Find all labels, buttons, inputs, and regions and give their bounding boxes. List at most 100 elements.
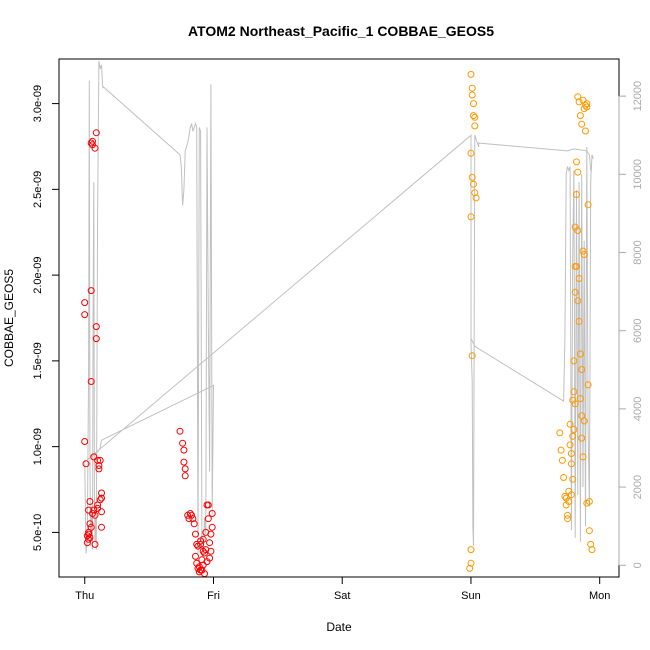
x-tick-label: Fri <box>207 590 220 602</box>
data-point <box>564 511 571 519</box>
data-point <box>206 554 214 562</box>
data-point <box>471 189 479 197</box>
y-right-tick-label: 6000 <box>632 318 644 342</box>
data-point <box>206 539 214 547</box>
data-point <box>89 137 96 145</box>
data-point <box>85 530 93 538</box>
data-point <box>190 520 198 528</box>
y-right-tick-label: 2000 <box>632 475 644 499</box>
data-point <box>467 546 475 554</box>
data-point <box>94 456 102 464</box>
data-point <box>571 288 579 296</box>
data-point <box>204 515 212 523</box>
data-point <box>567 491 575 499</box>
data-point <box>87 139 95 147</box>
data-point <box>181 465 189 473</box>
data-point <box>96 496 104 504</box>
data-point <box>587 540 595 548</box>
y-left-tick-label: 3.0e-09 <box>32 85 44 122</box>
data-point <box>82 460 90 468</box>
data-point <box>86 520 94 528</box>
data-point <box>566 441 574 449</box>
data-point <box>571 400 579 408</box>
data-point <box>573 191 580 198</box>
y-right-tick-label: 4000 <box>632 397 644 421</box>
data-point <box>470 180 477 188</box>
data-point <box>566 420 574 428</box>
data-point <box>181 472 189 480</box>
y-axis-right: 0 2000 4000 6000 8000 10000 12000 <box>618 81 644 568</box>
data-point <box>574 227 582 234</box>
data-point <box>199 547 207 555</box>
data-point <box>90 453 98 461</box>
y-left-tick-label: 2.5e-09 <box>32 171 44 208</box>
data-point <box>570 388 578 396</box>
data-point <box>466 564 474 572</box>
y-axis-label: COBBAE_GEOS5 <box>2 269 16 367</box>
data-point <box>575 275 583 282</box>
y-right-tick-label: 12000 <box>632 81 644 112</box>
data-point <box>468 173 476 181</box>
data-point <box>468 91 476 99</box>
data-point <box>564 515 571 523</box>
data-point <box>574 93 582 101</box>
data-point <box>92 323 100 331</box>
data-point <box>192 552 199 560</box>
data-point <box>201 549 208 557</box>
data-point <box>578 434 586 442</box>
x-tick-label: Sun <box>461 590 481 602</box>
data-point <box>575 98 583 106</box>
data-point <box>582 101 589 109</box>
data-point <box>467 559 475 567</box>
data-point <box>92 335 100 343</box>
data-point <box>85 535 93 543</box>
data-point <box>471 113 479 121</box>
data-point <box>573 263 580 270</box>
data-point <box>204 501 212 509</box>
data-point <box>567 450 575 457</box>
data-point <box>585 498 593 505</box>
data-point <box>584 201 592 209</box>
data-point <box>91 540 99 548</box>
data-point <box>81 438 89 445</box>
data-point <box>208 523 216 531</box>
x-tick-label: Thu <box>75 590 94 602</box>
data-point <box>582 127 589 135</box>
data-point <box>558 456 566 464</box>
y-right-tick-label: 0 <box>632 562 644 568</box>
data-point <box>188 511 196 519</box>
data-point <box>468 84 476 92</box>
y-left-tick-label: 1.0e-09 <box>32 428 44 465</box>
data-point <box>580 251 588 258</box>
data-point <box>467 213 475 221</box>
data-point <box>95 465 103 473</box>
data-point <box>197 566 205 574</box>
data-point <box>570 357 578 365</box>
x-tick-label: Sat <box>334 590 351 602</box>
y-left-tick-label: 2.0e-09 <box>32 256 44 293</box>
data-point <box>199 535 207 543</box>
data-point <box>87 287 95 295</box>
y-right-tick-label: 8000 <box>632 240 644 264</box>
data-point <box>86 498 94 505</box>
data-point <box>81 311 89 319</box>
chart-title: ATOM2 Northeast_Pacific_1 COBBAE_GEOS5 <box>188 23 494 39</box>
altitude-line-layer <box>84 60 594 558</box>
data-point <box>180 446 188 454</box>
y-left-tick-label: 5.0e-10 <box>32 514 44 551</box>
data-point <box>95 462 103 469</box>
data-point <box>583 103 591 111</box>
x-axis-label: Date <box>326 620 352 634</box>
data-point <box>92 129 100 137</box>
data-point <box>574 297 582 305</box>
data-point <box>584 381 592 389</box>
data-point <box>578 366 586 373</box>
data-point <box>86 534 94 541</box>
data-point <box>208 510 216 517</box>
data-point <box>98 523 105 531</box>
data-point <box>560 474 568 481</box>
data-point <box>98 494 105 502</box>
data-point <box>94 504 102 512</box>
data-point <box>179 439 187 447</box>
y-left-tick-label: 1.5e-09 <box>32 342 44 379</box>
